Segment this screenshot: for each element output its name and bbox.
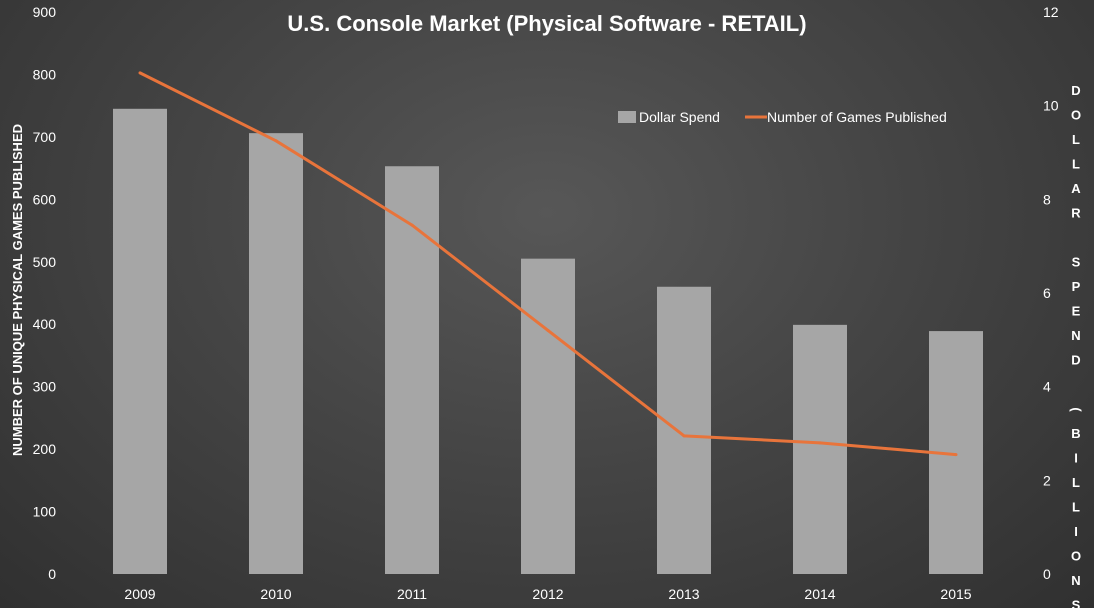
y2-axis-title-char: O [1071, 549, 1081, 564]
legend-label-games-published: Number of Games Published [767, 109, 947, 125]
y2-tick-label: 4 [1043, 379, 1051, 395]
chart-title: U.S. Console Market (Physical Software -… [287, 11, 806, 36]
y-tick-label: 0 [48, 566, 56, 582]
y2-axis-title-char: B [1071, 426, 1080, 441]
y2-axis-title-char: D [1071, 353, 1080, 368]
bar-dollar-spend [793, 324, 847, 574]
y2-axis-title-char: S [1072, 598, 1081, 608]
bar-dollar-spend [657, 286, 711, 574]
bar-dollar-spend [385, 166, 439, 574]
y2-axis-title-char: A [1071, 181, 1081, 196]
line-point-games-published [410, 223, 414, 227]
line-point-games-published [682, 434, 686, 438]
y2-axis-title-char: ( [1069, 407, 1084, 412]
y-tick-label: 900 [33, 4, 57, 20]
x-tick-label: 2012 [532, 586, 563, 602]
x-tick-label: 2011 [397, 586, 427, 602]
y2-tick-label: 0 [1043, 566, 1051, 582]
line-point-games-published [546, 328, 550, 332]
x-tick-label: 2010 [260, 586, 291, 602]
bar-dollar-spend [249, 133, 303, 575]
y2-axis-title-char: N [1071, 328, 1080, 343]
legend-label-dollar-spend: Dollar Spend [639, 109, 720, 125]
y-tick-label: 500 [33, 254, 57, 270]
y2-axis-title-char: E [1072, 304, 1081, 319]
line-point-games-published [138, 71, 142, 75]
bar-dollar-spend [113, 108, 167, 575]
y2-axis-title-char: N [1071, 573, 1080, 588]
y2-tick-label: 8 [1043, 191, 1051, 207]
line-point-games-published [954, 453, 958, 457]
line-point-games-published [818, 441, 822, 445]
y2-axis-title-char: L [1072, 500, 1080, 515]
y2-axis-title-char: L [1072, 132, 1080, 147]
y2-axis-title-char: I [1074, 451, 1078, 466]
line-point-games-published [274, 139, 278, 143]
legend-swatch-dollar-spend [618, 111, 636, 123]
y2-axis-title-char: L [1072, 475, 1080, 490]
x-tick-label: 2013 [668, 586, 699, 602]
legend: Dollar Spend Number of Games Published [618, 109, 947, 125]
y2-tick-label: 6 [1043, 285, 1051, 301]
y2-axis-title-char: D [1071, 83, 1080, 98]
y-axis-title: NUMBER OF UNIQUE PHYSICAL GAMES PUBLISHE… [10, 124, 25, 456]
y-tick-label: 400 [33, 316, 57, 332]
y2-tick-label: 10 [1043, 98, 1059, 114]
y-tick-label: 300 [33, 379, 57, 395]
y-tick-label: 100 [33, 504, 57, 520]
y2-axis-title-char: I [1074, 524, 1078, 539]
y-tick-label: 200 [33, 441, 57, 457]
y2-axis-title-char: O [1071, 108, 1081, 123]
y2-axis-title-char: P [1072, 279, 1081, 294]
x-tick-label: 2015 [940, 586, 971, 602]
y-tick-label: 600 [33, 191, 57, 207]
x-tick-label: 2014 [804, 586, 835, 602]
y-tick-label: 700 [33, 129, 57, 145]
y2-tick-label: 12 [1043, 4, 1059, 20]
y2-axis-title-char: S [1072, 255, 1081, 270]
y2-tick-label: 2 [1043, 472, 1051, 488]
x-tick-label: 2009 [124, 586, 155, 602]
y2-axis-title-char: R [1071, 206, 1081, 221]
y-tick-label: 800 [33, 66, 57, 82]
y2-axis-title-char: L [1072, 157, 1080, 172]
bar-dollar-spend [521, 258, 575, 574]
